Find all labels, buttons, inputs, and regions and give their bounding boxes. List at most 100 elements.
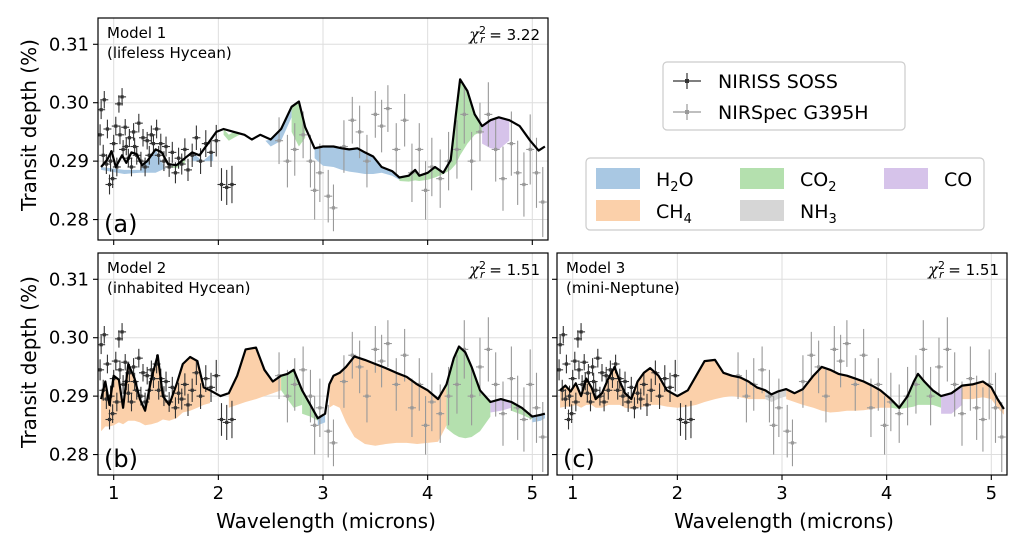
soss-point-33 (613, 380, 622, 400)
g395h-point-15 (842, 320, 851, 367)
legend-CO-swatch (884, 168, 928, 189)
g395h-point-15 (383, 320, 392, 367)
g395h-point-22 (895, 384, 904, 443)
g395h-point-35 (991, 372, 1000, 443)
g395h-point-20 (421, 161, 430, 220)
soss-point-33 (154, 145, 163, 165)
soss-point-52 (227, 165, 236, 204)
soss-point-52 (686, 400, 695, 439)
soss-point-46 (196, 383, 205, 409)
g395h-point-0 (275, 117, 284, 165)
soss-point-45 (192, 360, 201, 386)
g395h-point-25 (919, 320, 928, 379)
legend-CO: CO (884, 168, 972, 191)
band-CH4-5 (962, 381, 1004, 415)
g395h-point-24 (452, 355, 461, 414)
g395h-point-7 (324, 169, 333, 223)
soss-point-20 (127, 392, 136, 412)
g395h-point-27 (475, 102, 484, 162)
soss-point-37 (165, 157, 174, 177)
g395h-point-12 (362, 369, 371, 423)
chi2-label: χ2 r = 1.51 (468, 259, 540, 281)
g395h-point-11 (355, 340, 364, 394)
g395h-point-22 (436, 149, 445, 208)
xtick-label: 5 (527, 483, 538, 504)
g395h-point-19 (415, 123, 424, 176)
g395h-point-30 (958, 381, 966, 446)
xtick-label: 2 (213, 483, 224, 504)
xtick-label: 1 (108, 483, 119, 504)
g395h-point-33 (519, 387, 528, 452)
legend-CH4-swatch (596, 200, 640, 221)
soss-point-51 (222, 169, 231, 205)
soss-point-39 (171, 397, 180, 419)
ytick-label: 0.29 (49, 386, 89, 407)
legend-NH3-label: NH3 (800, 201, 837, 227)
xtick-label: 2 (672, 483, 683, 504)
g395h-point-36 (997, 401, 1006, 473)
soss-point-41 (177, 388, 186, 410)
soss-point-11 (571, 392, 580, 412)
soss-point-14 (577, 323, 586, 341)
g395h-point-30 (499, 146, 507, 211)
g395h-point-12 (362, 134, 371, 188)
soss-point-51 (681, 404, 690, 440)
soss-point-29 (604, 380, 613, 400)
g395h-point-18 (866, 378, 875, 438)
legend-CH4-label: CH4 (656, 201, 692, 227)
g395h-point-5 (310, 396, 319, 455)
soss-point-34 (156, 133, 165, 154)
molecule-legend: H2O CO2 CO CH4 NH3 (585, 157, 985, 231)
soss-point-21 (129, 123, 138, 141)
g395h-point-5 (310, 161, 319, 220)
band-H2O-9 (532, 413, 545, 423)
soss-point-5 (103, 354, 112, 374)
legend-g395h-marker (673, 104, 701, 120)
ytick-label: 0.28 (49, 445, 89, 466)
g395h-point-34 (526, 349, 535, 420)
g395h-point-10 (348, 96, 357, 144)
instrument-legend: NIRISS SOSS NIRSpec G395H (662, 61, 906, 131)
chi2-label: χ2 r = 1.51 (927, 259, 999, 281)
soss-point-16 (121, 119, 130, 136)
legend-CO2-label: CO2 (800, 169, 837, 195)
legend-H2O-label: H2O (656, 169, 694, 195)
soss-point-26 (139, 129, 147, 147)
soss-point-19 (584, 364, 593, 382)
band-H2O-0 (101, 149, 166, 174)
g395h-point-6 (315, 378, 324, 438)
ylabel-top: Transit depth (%) (17, 39, 41, 212)
g395h-point-30 (499, 381, 507, 446)
g395h-point-3 (299, 346, 308, 394)
soss-point-8 (108, 169, 117, 189)
model-name: Model 3 (566, 259, 625, 277)
g395h-point-28 (484, 82, 493, 147)
soss-point-21 (129, 358, 138, 376)
legend-CH4: CH4 (596, 200, 692, 227)
g395h-point-33 (978, 387, 987, 452)
soss-point-50 (217, 168, 226, 201)
soss-point-0 (98, 124, 105, 146)
g395h-point-31 (507, 346, 516, 411)
g395h-point-19 (874, 358, 883, 411)
g395h-point-4 (765, 369, 774, 423)
model-desc: (lifeless Hycean) (107, 44, 232, 62)
g395h-point-20 (880, 396, 889, 455)
g395h-point-17 (400, 328, 409, 382)
soss-point-24 (593, 348, 602, 368)
legend-CO-label: CO (944, 169, 972, 191)
soss-point-43 (184, 158, 192, 181)
g395h-point-32 (513, 140, 522, 205)
g395h-point-26 (467, 131, 476, 191)
soss-point-44 (188, 378, 197, 402)
g395h-point-2 (290, 123, 299, 176)
g395h-point-8 (329, 419, 338, 467)
g395h-point-9 (798, 355, 807, 408)
g395h-point-5 (769, 396, 778, 455)
model-desc: (mini-Neptune) (566, 279, 680, 297)
g395h-point-10 (807, 331, 816, 379)
soss-point-50 (217, 403, 226, 436)
g395h-point-14 (377, 334, 386, 388)
soss-point-0 (98, 359, 105, 381)
